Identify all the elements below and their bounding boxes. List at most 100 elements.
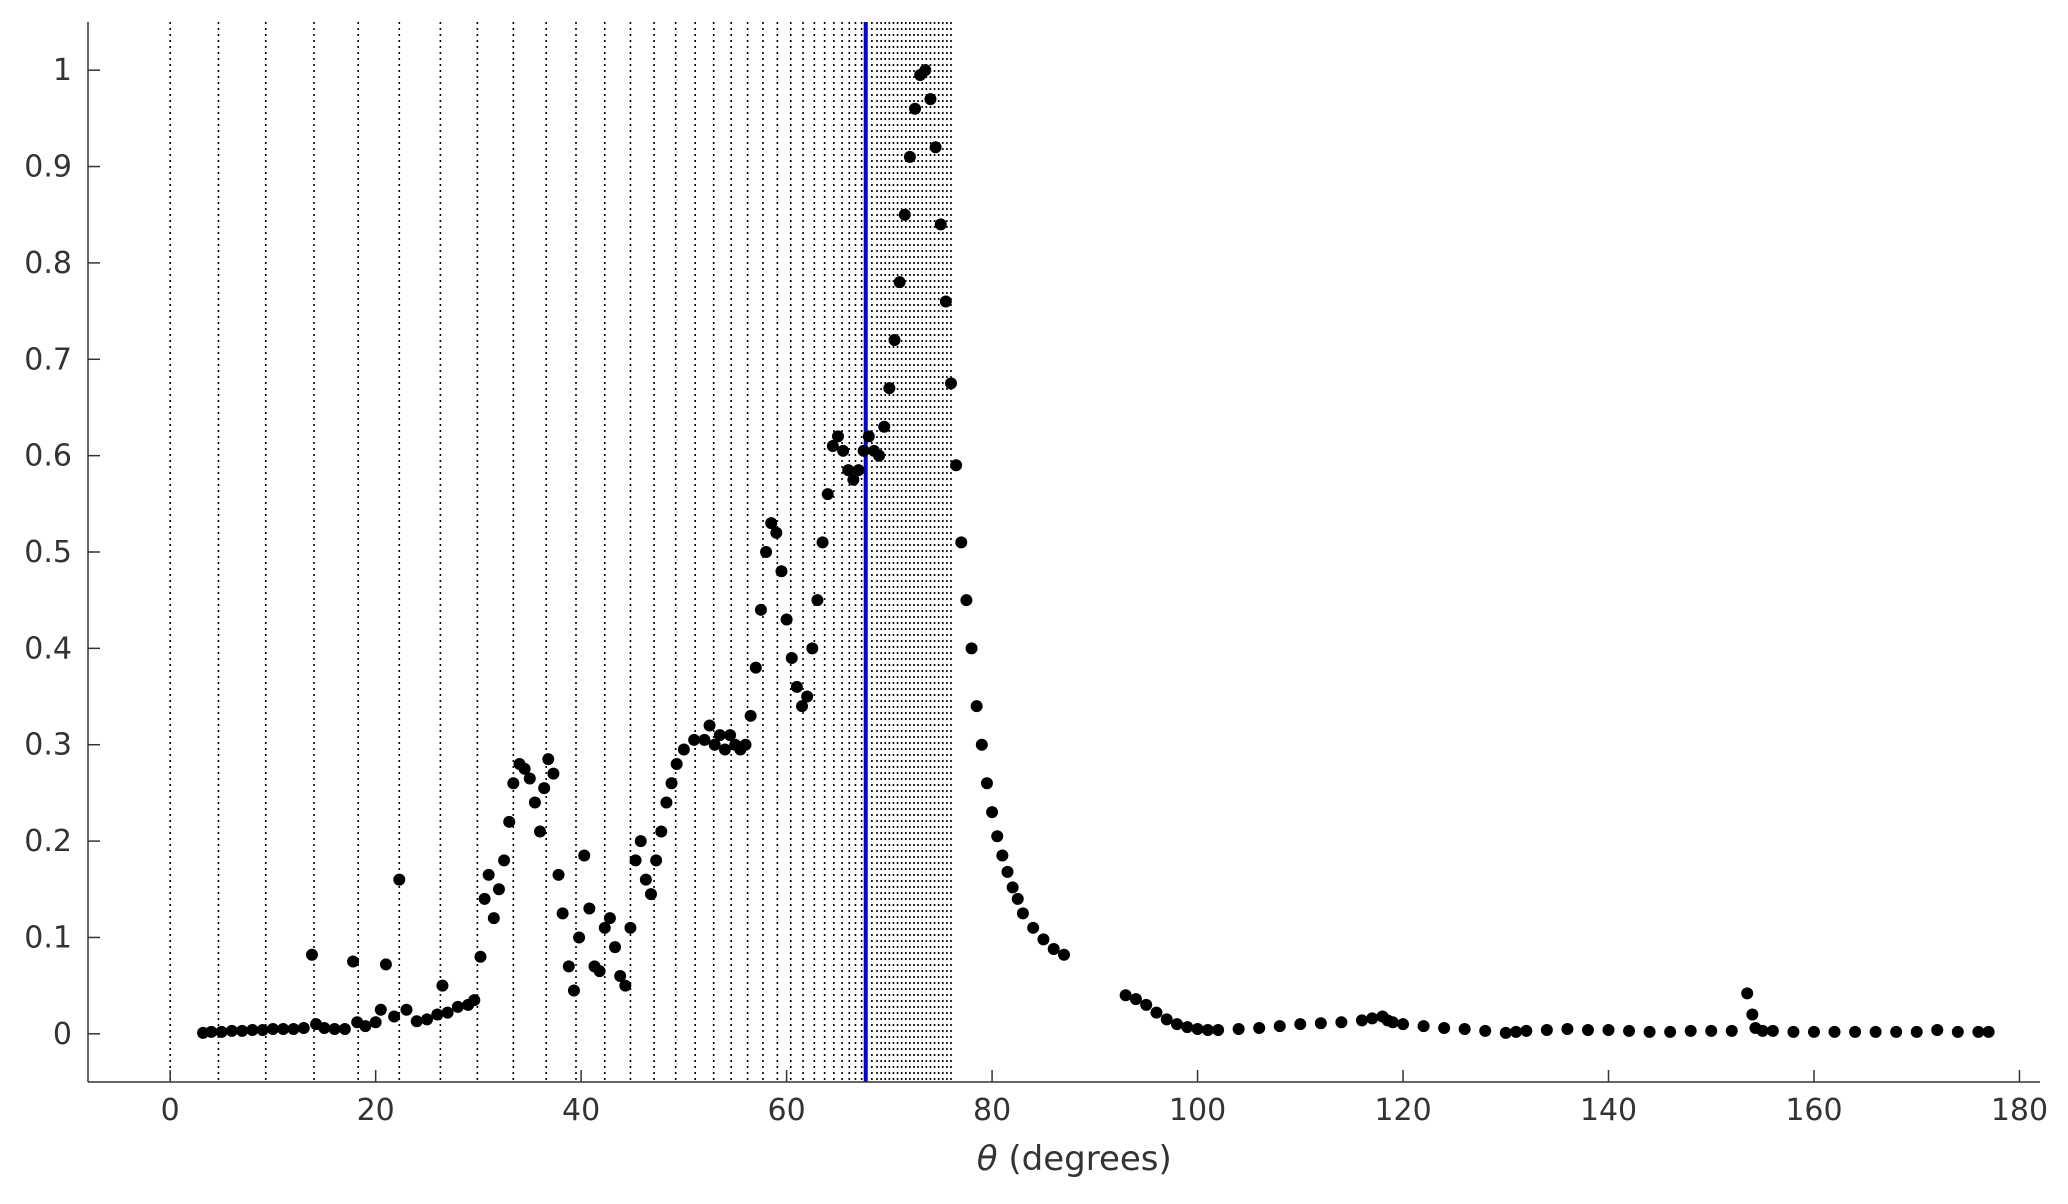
data-point	[1849, 1025, 1862, 1038]
data-point	[831, 430, 844, 443]
data-point	[1366, 1012, 1379, 1025]
data-point	[650, 854, 663, 867]
data-point	[1212, 1023, 1225, 1036]
data-point	[573, 931, 586, 944]
data-point	[806, 642, 819, 655]
data-point	[369, 1016, 382, 1029]
data-point	[593, 965, 606, 978]
data-point	[1001, 865, 1014, 878]
data-point	[474, 950, 487, 963]
x-tick-label: 120	[1374, 1093, 1431, 1128]
data-point	[1191, 1023, 1204, 1035]
data-point	[1397, 1018, 1410, 1031]
data-point	[837, 444, 850, 457]
data-point	[811, 594, 824, 607]
data-point	[862, 430, 875, 443]
data-point	[847, 473, 860, 486]
data-point	[1047, 943, 1060, 956]
data-point	[1335, 1016, 1348, 1029]
data-point	[1643, 1025, 1656, 1038]
data-point	[1386, 1016, 1399, 1029]
x-tick-label: 80	[973, 1093, 1011, 1128]
data-point	[1705, 1024, 1718, 1037]
data-point	[507, 777, 520, 790]
data-point	[903, 150, 916, 163]
data-point	[1006, 881, 1019, 894]
data-point	[487, 912, 500, 925]
data-point	[1756, 1024, 1769, 1037]
data-point	[410, 1015, 423, 1028]
data-point	[744, 709, 757, 722]
data-point	[277, 1023, 290, 1035]
data-point	[388, 1010, 401, 1023]
data-point	[215, 1025, 228, 1038]
data-point	[1890, 1025, 1903, 1038]
data-point	[703, 719, 716, 732]
data-point	[1540, 1023, 1553, 1036]
data-point	[698, 733, 711, 746]
data-point	[400, 1003, 413, 1016]
data-point	[578, 849, 591, 862]
x-axis-label: θ (degrees)	[977, 1139, 1172, 1179]
data-point	[503, 815, 516, 828]
data-point	[1972, 1025, 1985, 1038]
data-point	[1982, 1025, 1995, 1038]
data-point	[883, 382, 896, 395]
data-point	[796, 700, 809, 713]
data-point	[644, 888, 657, 901]
data-point	[924, 93, 937, 106]
data-point	[492, 883, 505, 896]
data-point	[639, 873, 652, 886]
data-point	[718, 743, 731, 756]
axes	[87, 22, 2040, 1083]
data-point	[888, 334, 901, 346]
data-point	[328, 1023, 341, 1035]
data-point	[975, 738, 988, 751]
data-point	[451, 1000, 464, 1013]
data-point	[1458, 1023, 1471, 1035]
data-point	[609, 941, 622, 954]
data-point	[934, 218, 947, 231]
data-point	[677, 743, 690, 756]
x-tick-label: 40	[562, 1093, 600, 1128]
data-point	[801, 690, 814, 703]
y-tick-label: 0.3	[24, 728, 72, 763]
y-tick-label: 0.2	[24, 824, 72, 859]
data-point	[898, 208, 911, 221]
data-point	[724, 729, 737, 742]
data-point	[770, 526, 783, 539]
data-point	[287, 1023, 300, 1035]
data-point	[347, 955, 360, 968]
data-point	[708, 738, 721, 751]
data-point	[1294, 1018, 1307, 1031]
y-tick-label: 0.1	[24, 920, 72, 955]
data-point	[338, 1023, 351, 1035]
data-point	[547, 767, 560, 780]
data-point	[991, 830, 1004, 843]
data-point	[760, 546, 773, 558]
y-tick-label: 0.9	[24, 150, 72, 185]
data-point	[1499, 1026, 1512, 1039]
data-point	[523, 772, 536, 785]
data-point	[986, 806, 999, 819]
data-point	[359, 1020, 372, 1033]
data-point	[528, 796, 541, 809]
x-tick-label: 140	[1580, 1093, 1637, 1128]
data-point	[929, 141, 942, 154]
data-point	[1150, 1006, 1163, 1019]
data-point	[1314, 1017, 1327, 1030]
data-point	[1807, 1025, 1820, 1038]
data-point	[1828, 1025, 1841, 1038]
data-point	[873, 449, 886, 462]
data-point	[556, 907, 569, 920]
data-point	[225, 1024, 238, 1037]
data-point	[739, 738, 752, 751]
data-point	[749, 661, 762, 674]
y-tick-label: 0.6	[24, 439, 72, 474]
x-tick-label: 20	[357, 1093, 395, 1128]
data-point	[1602, 1023, 1615, 1036]
data-point	[297, 1022, 310, 1035]
data-point	[1181, 1021, 1194, 1034]
data-point	[713, 729, 726, 742]
